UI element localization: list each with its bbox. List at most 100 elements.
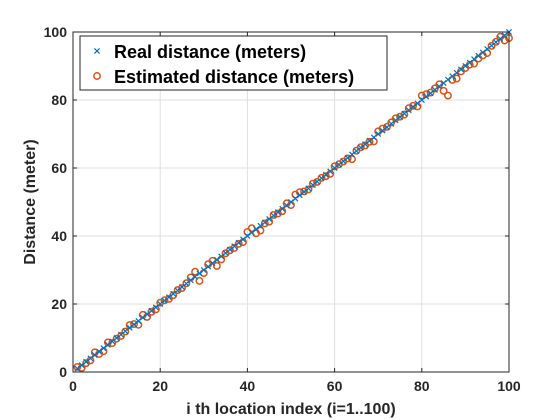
y-tick-label: 100: [44, 24, 68, 40]
estimated-point: [117, 332, 125, 340]
legend-marker-real: [93, 47, 101, 55]
real-point: [209, 260, 216, 267]
real-point: [449, 73, 456, 80]
estimated-point: [444, 91, 452, 100]
estimated-point: [182, 279, 191, 288]
real-point: [383, 124, 390, 131]
data-markers: [73, 28, 513, 372]
estimated-point: [178, 284, 186, 292]
real-point: [396, 113, 404, 121]
legend-label-real: Real distance (meters): [114, 42, 306, 62]
real-point: [375, 130, 382, 138]
real-point: [353, 147, 360, 155]
real-point: [104, 341, 111, 348]
real-point: [157, 300, 164, 308]
y-tick-label: 0: [59, 364, 67, 380]
plot-area-frame: [72, 31, 510, 373]
estimated-point: [400, 110, 409, 119]
real-point: [344, 154, 351, 161]
real-point: [174, 287, 181, 294]
real-point: [370, 134, 377, 141]
y-tick-label: 80: [51, 92, 67, 108]
real-point: [484, 45, 491, 53]
real-point: [444, 76, 451, 83]
real-point: [418, 96, 425, 104]
real-point: [314, 178, 321, 185]
real-point: [475, 52, 482, 59]
real-point: [497, 35, 504, 42]
legend-box: [79, 35, 388, 91]
real-point: [488, 42, 495, 49]
real-point: [170, 290, 177, 297]
real-point: [257, 222, 264, 229]
real-point: [414, 100, 421, 107]
estimated-point: [308, 179, 317, 188]
real-point: [274, 209, 281, 216]
real-point: [301, 188, 308, 195]
real-point: [235, 239, 242, 246]
x-tick-label: 60: [327, 378, 343, 394]
real-point: [279, 205, 286, 212]
real-point: [479, 49, 486, 56]
real-point: [440, 79, 447, 87]
real-point: [148, 307, 155, 314]
estimated-point: [317, 173, 326, 182]
estimated-point: [452, 74, 461, 83]
real-point: [161, 297, 168, 304]
estimated-point: [439, 86, 448, 95]
real-point: [318, 175, 325, 182]
y-tick-label: 20: [51, 296, 67, 312]
estimated-point: [121, 327, 130, 336]
real-point: [427, 90, 434, 97]
estimated-point: [343, 154, 352, 163]
estimated-point: [195, 276, 204, 285]
real-point: [296, 192, 303, 199]
real-point: [196, 270, 203, 277]
real-point: [453, 69, 460, 76]
real-point: [331, 164, 338, 172]
estimated-point: [426, 88, 435, 97]
real-point: [187, 277, 194, 284]
estimated-point: [487, 41, 496, 50]
estimated-point: [365, 137, 374, 146]
real-point: [200, 266, 207, 274]
x-tick-label: 40: [240, 378, 256, 394]
real-point: [362, 141, 369, 148]
estimated-point: [387, 118, 396, 127]
real-point: [131, 321, 138, 328]
real-point: [248, 229, 255, 236]
estimated-point: [382, 122, 391, 131]
real-point: [226, 246, 233, 253]
real-point: [122, 328, 129, 335]
real-point: [152, 304, 159, 311]
real-point: [436, 83, 443, 90]
real-point: [340, 158, 347, 165]
real-point: [74, 365, 81, 372]
x-tick-label: 100: [497, 378, 521, 394]
estimated-point: [160, 296, 169, 305]
real-point: [231, 243, 238, 250]
y-tick-label: 60: [51, 160, 67, 176]
x-tick-label: 0: [69, 378, 77, 394]
estimated-point: [212, 261, 221, 270]
real-point: [113, 334, 120, 342]
x-tick-label: 20: [152, 378, 168, 394]
estimated-point: [313, 177, 322, 186]
real-point: [126, 324, 133, 331]
real-point: [283, 202, 290, 209]
real-point: [379, 127, 386, 134]
real-point: [266, 215, 273, 223]
real-point: [349, 151, 356, 158]
legend-circle-icon: [93, 72, 101, 80]
estimated-point: [356, 143, 365, 152]
real-point: [458, 66, 465, 73]
real-point: [366, 137, 373, 144]
real-point: [327, 168, 334, 175]
estimated-point: [430, 84, 439, 93]
real-point: [401, 110, 408, 117]
y-tick-label: 40: [51, 228, 67, 244]
real-point: [117, 331, 124, 338]
estimated-point: [234, 239, 243, 248]
estimated-point: [173, 286, 182, 295]
